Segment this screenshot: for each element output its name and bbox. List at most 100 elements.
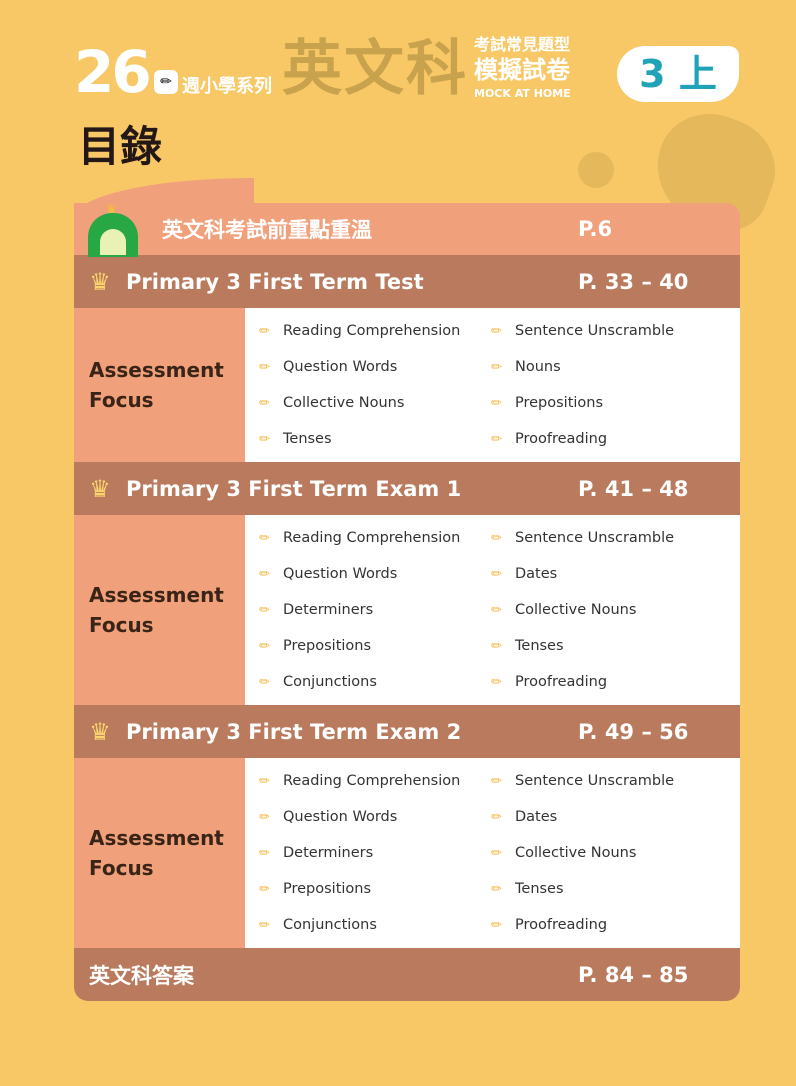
focus-item-label: Conjunctions <box>283 674 377 690</box>
section-pages: P. 49 – 56 <box>578 719 689 744</box>
section-header[interactable]: ♛ Primary 3 First Term Test P. 33 – 40 <box>74 255 740 308</box>
focus-item: ✏ Collective Nouns <box>259 385 491 421</box>
pencil-icon: ✏ <box>491 845 502 861</box>
pencil-icon: ✏ <box>491 674 502 690</box>
pencil-icon: ✏ <box>491 773 502 789</box>
pencil-icon: ✏ <box>259 638 270 654</box>
focus-item-label: Prepositions <box>283 881 372 897</box>
section-body: Assessment Focus ✏ Reading Comprehension ✏ S… <box>74 515 740 705</box>
focus-item-label: Sentence Unscramble <box>515 323 675 339</box>
page-title: 目錄 <box>78 122 163 171</box>
pencil-icon: ✏ <box>259 809 270 825</box>
subtitle-top: 考試常見題型 <box>474 35 571 54</box>
focus-item: ✏ Prepositions <box>491 385 740 421</box>
crown-icon: ♛ <box>89 717 111 746</box>
focus-item-label: Sentence Unscramble <box>515 773 675 789</box>
focus-item: ✏ Tenses <box>491 628 740 664</box>
focus-item: ✏ Tenses <box>259 421 491 457</box>
pencil-icon: ✏ <box>491 602 502 618</box>
section-pages: P. 41 – 48 <box>578 476 689 501</box>
focus-item: ✏ Prepositions <box>259 628 491 664</box>
pencil-icon: ✏ <box>491 530 502 546</box>
focus-item-label: Reading Comprehension <box>283 773 461 789</box>
focus-item: ✏ Determiners <box>259 835 491 871</box>
section-title: Primary 3 First Term Exam 2 <box>126 719 462 744</box>
focus-item-label: Tenses <box>515 881 564 897</box>
focus-item-label: Determiners <box>283 845 374 861</box>
section-header[interactable]: ♛ Primary 3 First Term Exam 2 P. 49 – 56 <box>74 705 740 758</box>
focus-item-label: Reading Comprehension <box>283 530 461 546</box>
series-name: 週小學系列 <box>182 76 272 97</box>
pencil-icon: ✏ <box>491 566 502 582</box>
answers-row[interactable]: 英文科答案 P. 84 – 85 <box>74 948 740 1001</box>
focus-item: ✏ Prepositions <box>259 871 491 907</box>
pencil-icon: ✏ <box>491 638 502 654</box>
assessment-focus-label: Assessment Focus <box>74 308 245 462</box>
focus-item: ✏ Tenses <box>491 871 740 907</box>
contents-card: ♛ 英文科考試前重點重溫 P.6 ♛ Primary 3 First Term … <box>74 203 740 1001</box>
intro-row[interactable]: ♛ 英文科考試前重點重溫 P.6 <box>74 203 740 257</box>
answers-page: P. 84 – 85 <box>578 962 689 987</box>
focus-item-label: Nouns <box>515 359 561 375</box>
frog-mascot-icon: ♛ <box>74 203 144 257</box>
pencil-icon: ✏ <box>491 431 502 447</box>
subject-title: 英文科 <box>282 34 468 104</box>
pencil-icon: ✏ <box>491 395 502 411</box>
focus-item-label: Proofreading <box>515 431 608 447</box>
focus-item: ✏ Question Words <box>259 556 491 592</box>
section-header[interactable]: ♛ Primary 3 First Term Exam 1 P. 41 – 48 <box>74 462 740 515</box>
focus-item: ✏ Nouns <box>491 349 740 385</box>
pencil-icon: ✏ <box>259 323 270 339</box>
focus-item-label: Dates <box>515 809 558 825</box>
pencil-icon: ✏ <box>259 674 270 690</box>
pencil-icon: ✏ <box>491 917 502 933</box>
focus-item: ✏ Dates <box>491 556 740 592</box>
focus-item-label: Tenses <box>515 638 564 654</box>
focus-item: ✏ Collective Nouns <box>491 592 740 628</box>
focus-item-label: Sentence Unscramble <box>515 530 675 546</box>
focus-item-label: Conjunctions <box>283 917 377 933</box>
focus-item-label: Proofreading <box>515 674 608 690</box>
grade-badge: 3 上 <box>617 46 739 102</box>
focus-item: ✏ Reading Comprehension <box>259 520 491 556</box>
section-body: Assessment Focus ✏ Reading Comprehension ✏ S… <box>74 308 740 462</box>
pencil-icon: ✏ <box>259 773 270 789</box>
pencil-icon: ✏ <box>259 566 270 582</box>
focus-item-label: Tenses <box>283 431 332 447</box>
focus-item-label: Prepositions <box>283 638 372 654</box>
pencil-icon: ✏ <box>259 881 270 897</box>
focus-item-label: Proofreading <box>515 917 608 933</box>
focus-item: ✏ Reading Comprehension <box>259 763 491 799</box>
focus-item-label: Determiners <box>283 602 374 618</box>
focus-item: ✏ Sentence Unscramble <box>491 313 740 349</box>
pencil-icon: ✏ <box>259 530 270 546</box>
pencil-icon: ✏ <box>259 845 270 861</box>
crown-icon: ♛ <box>89 474 111 503</box>
intro-page: P.6 <box>578 217 613 241</box>
focus-item-label: Prepositions <box>515 395 604 411</box>
section-title: Primary 3 First Term Exam 1 <box>126 476 462 501</box>
assessment-focus-label: Assessment Focus <box>74 758 245 948</box>
focus-item-label: Collective Nouns <box>515 602 637 618</box>
focus-item-label: Question Words <box>283 809 398 825</box>
pencil-icon: ✏ <box>259 917 270 933</box>
pencil-icon: ✏ <box>491 323 502 339</box>
focus-item: ✏ Collective Nouns <box>491 835 740 871</box>
section-pages: P. 33 – 40 <box>578 269 689 294</box>
crown-icon: ♛ <box>89 267 111 296</box>
focus-item-label: Dates <box>515 566 558 582</box>
pencil-icon: ✏ <box>259 431 270 447</box>
focus-item: ✏ Reading Comprehension <box>259 313 491 349</box>
focus-item: ✏ Proofreading <box>491 421 740 457</box>
subtitle-en: MOCK AT HOME <box>474 87 571 100</box>
focus-item-label: Collective Nouns <box>283 395 405 411</box>
series-logo: 26 <box>74 38 152 106</box>
focus-item: ✏ Conjunctions <box>259 664 491 700</box>
assessment-focus-label: Assessment Focus <box>74 515 245 705</box>
leaf-decoration-small <box>578 152 614 188</box>
focus-item-label: Question Words <box>283 359 398 375</box>
focus-item: ✏ Sentence Unscramble <box>491 520 740 556</box>
focus-item: ✏ Dates <box>491 799 740 835</box>
focus-item-label: Reading Comprehension <box>283 323 461 339</box>
pencil-icon: ✏ <box>491 881 502 897</box>
